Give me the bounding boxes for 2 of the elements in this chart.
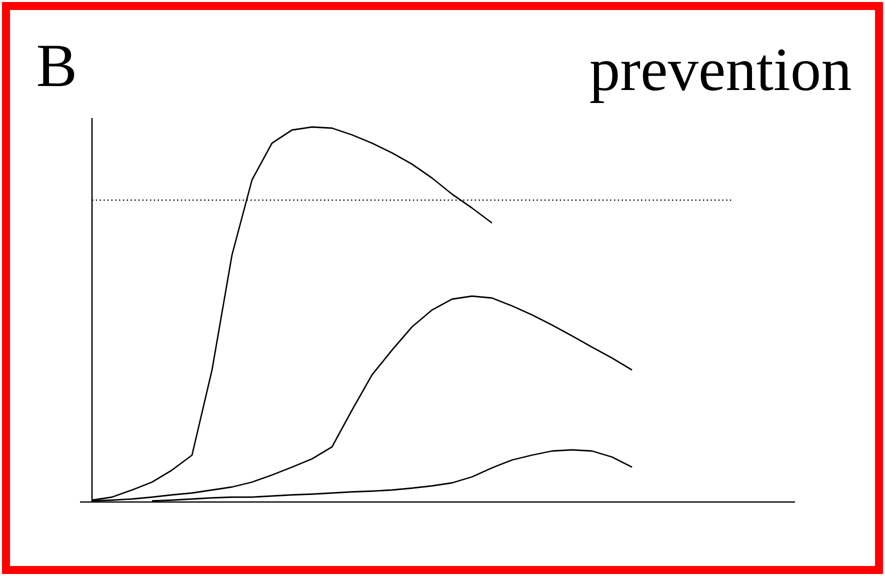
text: B (38, 46, 74, 86)
chart-title: prevention (590, 49, 851, 104)
